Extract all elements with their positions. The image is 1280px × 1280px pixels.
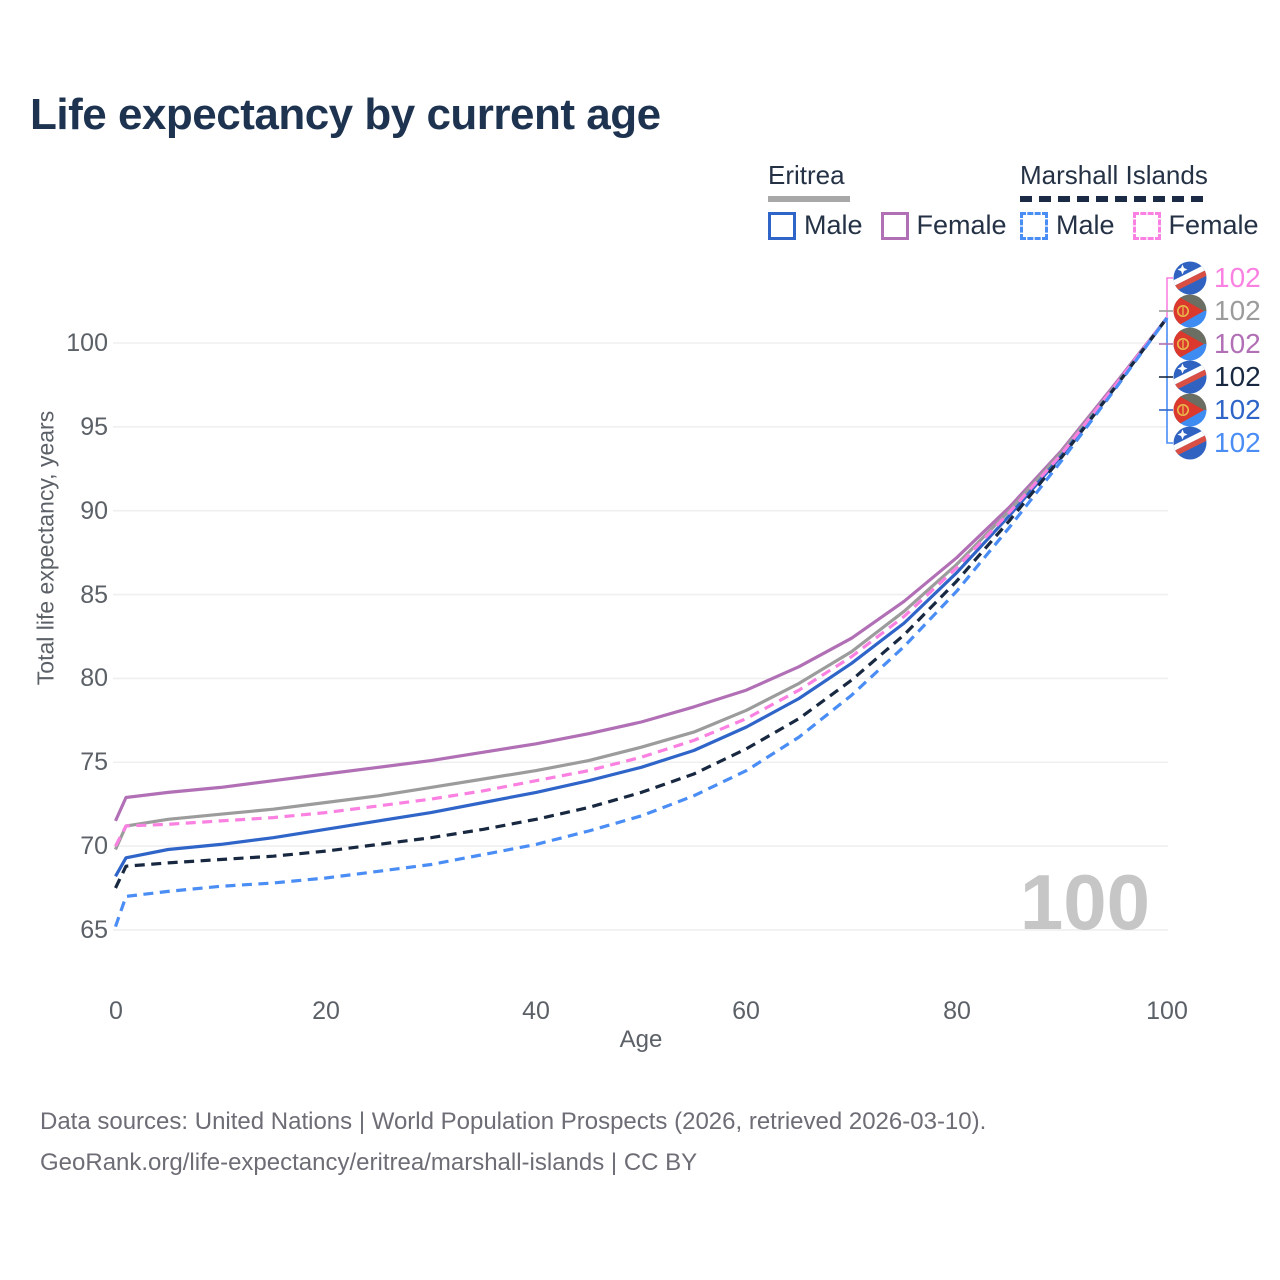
- y-axis-title: Total life expectancy, years: [32, 410, 59, 686]
- y-tick-100: 100: [66, 329, 108, 357]
- legend-country-eritrea[interactable]: Eritrea: [768, 160, 845, 190]
- y-tick-70: 70: [80, 832, 108, 860]
- legend-label: Female: [916, 210, 1007, 240]
- x-axis-title: Age: [619, 1026, 663, 1053]
- y-tick-90: 90: [80, 497, 108, 525]
- eritrea-flag-icon: [1173, 294, 1207, 328]
- end-label-eritrea-both: 102: [1173, 294, 1261, 328]
- x-tick-80: 80: [943, 997, 971, 1025]
- series-line-mh-female[interactable]: [114, 316, 1169, 847]
- end-label-mh-male: 102: [1173, 426, 1261, 460]
- marshall-islands-flag-icon: [1173, 261, 1207, 295]
- y-tick-85: 85: [80, 581, 108, 609]
- y-tick-80: 80: [80, 664, 108, 692]
- legend-item-eritrea-female[interactable]: Female: [880, 210, 1007, 241]
- series-line-mh-male[interactable]: [113, 316, 1169, 928]
- end-value: 102: [1214, 295, 1261, 326]
- y-tick-95: 95: [80, 413, 108, 441]
- legend-label: Female: [1168, 210, 1259, 240]
- eritrea-line-style-sample: [768, 196, 850, 202]
- series-line-mh-both[interactable]: [114, 316, 1169, 889]
- legend-label: Male: [804, 210, 863, 240]
- eritrea-flag-icon: [1173, 327, 1207, 361]
- marshall-islands-male-swatch-icon: [1020, 211, 1048, 240]
- legend-group-eritrea: Eritrea Male Female: [768, 160, 1007, 241]
- x-tick-20: 20: [312, 997, 340, 1025]
- x-tick-0: 0: [109, 997, 123, 1025]
- marshall-islands-line-style-sample: [1020, 196, 1207, 202]
- legend-country-marshall-islands[interactable]: Marshall Islands: [1020, 160, 1208, 190]
- y-tick-75: 75: [80, 748, 108, 776]
- data-source-line: Data sources: United Nations | World Pop…: [40, 1108, 987, 1135]
- eritrea-female-swatch-icon: [880, 211, 909, 240]
- x-tick-40: 40: [522, 997, 550, 1025]
- end-label-eritrea-male: 102: [1173, 393, 1261, 427]
- legend-item-marshall-islands-male[interactable]: Male: [1020, 210, 1115, 241]
- legend-label: Male: [1056, 210, 1115, 240]
- series-line-eritrea-female[interactable]: [114, 316, 1169, 822]
- attribution-line: GeoRank.org/life-expectancy/eritrea/mars…: [40, 1149, 698, 1176]
- end-value: 102: [1214, 361, 1261, 392]
- x-tick-100: 100: [1146, 997, 1188, 1025]
- end-value: 102: [1214, 328, 1261, 359]
- end-value: 102: [1214, 394, 1261, 425]
- marshall-islands-female-swatch-icon: [1132, 211, 1161, 240]
- marshall-islands-flag-icon: [1173, 360, 1207, 394]
- legend-item-marshall-islands-female[interactable]: Female: [1132, 210, 1259, 241]
- series-line-eritrea-male[interactable]: [114, 316, 1169, 878]
- connector-mh-male: [1166, 317, 1173, 444]
- end-label-mh-female: 102: [1173, 261, 1261, 295]
- eritrea-male-swatch-icon: [768, 211, 796, 240]
- x-tick-60: 60: [732, 997, 760, 1025]
- connector-mh-female: [1166, 277, 1173, 318]
- marshall-islands-flag-icon: [1173, 426, 1207, 460]
- end-label-eritrea-female: 102: [1173, 327, 1261, 361]
- legend-group-marshall-islands: Marshall Islands Male Female: [1020, 160, 1259, 241]
- end-value: 102: [1214, 262, 1261, 293]
- end-label-mh-both: 102: [1173, 360, 1261, 394]
- eritrea-flag-icon: [1173, 393, 1207, 427]
- y-tick-65: 65: [80, 916, 108, 944]
- end-value: 102: [1214, 427, 1261, 458]
- age-counter-watermark: 100: [1019, 858, 1150, 946]
- series-line-eritrea-both[interactable]: [114, 316, 1169, 851]
- page-title: Life expectancy by current age: [30, 90, 661, 139]
- legend-item-eritrea-male[interactable]: Male: [768, 210, 863, 241]
